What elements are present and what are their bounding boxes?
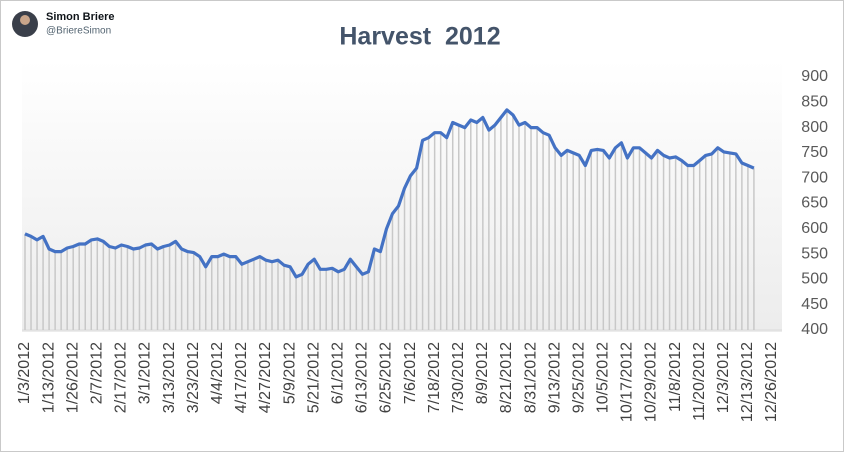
y-tick-label: 850 — [801, 94, 828, 111]
y-tick-label: 700 — [801, 169, 828, 186]
x-tick-label: 9/25/2012 — [570, 342, 587, 413]
x-tick-label: 4/4/2012 — [209, 342, 226, 404]
x-tick-label: 1/3/2012 — [16, 342, 33, 404]
y-tick-label: 500 — [801, 271, 828, 288]
x-tick-label: 2/17/2012 — [113, 342, 130, 413]
y-tick-label: 400 — [801, 321, 828, 338]
y-tick-label: 750 — [801, 144, 828, 161]
x-tick-label: 7/6/2012 — [402, 342, 419, 404]
y-tick-label: 600 — [801, 220, 828, 237]
x-tick-label: 10/5/2012 — [595, 342, 612, 413]
x-tick-label: 8/31/2012 — [522, 342, 539, 413]
series-line — [24, 108, 755, 279]
x-tick-label: 12/26/2012 — [763, 342, 780, 422]
avatar-face — [20, 15, 30, 25]
x-tick-label: 6/13/2012 — [354, 342, 371, 413]
x-tick-label: 6/1/2012 — [329, 342, 346, 404]
x-tick-label: 3/13/2012 — [161, 342, 178, 413]
x-tick-label: 3/1/2012 — [137, 342, 154, 404]
x-tick-label: 10/29/2012 — [643, 342, 660, 422]
x-tick-label: 1/26/2012 — [64, 342, 81, 413]
y-tick-label: 550 — [801, 245, 828, 262]
x-tick-label: 8/9/2012 — [474, 342, 491, 404]
x-tick-label: 6/25/2012 — [378, 342, 395, 413]
y-tick-label: 650 — [801, 195, 828, 212]
x-tick-label: 12/13/2012 — [739, 342, 756, 422]
x-tick-label: 1/13/2012 — [40, 342, 57, 413]
y-tick-label: 800 — [801, 119, 828, 136]
x-tick-label: 9/13/2012 — [546, 342, 563, 413]
user-handle[interactable]: @BriereSimon — [46, 26, 111, 37]
x-tick-label: 5/9/2012 — [281, 342, 298, 404]
x-tick-label: 10/17/2012 — [619, 342, 636, 422]
x-tick-label: 5/21/2012 — [305, 342, 322, 413]
x-tick-label: 4/17/2012 — [233, 342, 250, 413]
y-tick-label: 900 — [801, 68, 828, 85]
y-tick-label: 450 — [801, 296, 828, 313]
x-tick-label: 11/20/2012 — [691, 342, 708, 421]
x-tick-label: 7/30/2012 — [450, 342, 467, 413]
x-tick-label: 7/18/2012 — [426, 342, 443, 413]
x-tick-label: 4/27/2012 — [257, 342, 274, 413]
x-tick-label: 8/21/2012 — [498, 342, 515, 413]
x-tick-label: 2/7/2012 — [89, 342, 106, 404]
x-tick-label: 3/23/2012 — [185, 342, 202, 413]
x-tick-label: 12/3/2012 — [715, 342, 732, 413]
user-name[interactable]: Simon Briere — [46, 11, 114, 23]
x-tick-label: 11/8/2012 — [667, 342, 684, 412]
chart-title: Harvest 2012 — [339, 23, 500, 51]
